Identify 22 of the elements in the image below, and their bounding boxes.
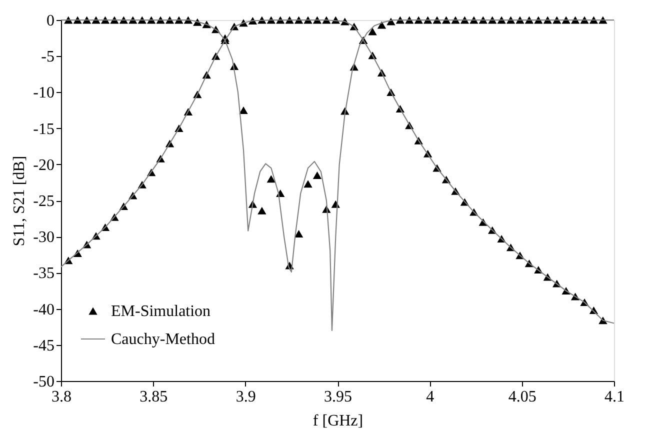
x-tick-label: 4.1 [604,388,624,406]
legend-label: EM-Simulation [111,303,211,320]
legend-label: Cauchy-Method [111,331,215,348]
y-tick-label: -50 [33,374,54,390]
y-axis-title: S11, S21 [dB] [11,156,28,246]
x-tick-label: 3.95 [324,388,352,406]
x-axis-title: f [GHz] [312,412,364,430]
x-tick-label: 3.85 [140,388,168,406]
x-tick-label: 3.9 [236,388,256,406]
x-tick-label: 4 [426,388,434,406]
y-tick-label: -35 [33,265,54,282]
y-tick-label: -40 [33,301,54,318]
y-tick-label: -45 [33,337,54,354]
y-tick-label: -10 [33,84,54,102]
y-tick-label: -30 [33,229,54,246]
y-tick-label: -25 [33,193,54,210]
y-tick-label: -20 [33,156,54,174]
y-tick-label: 0 [46,12,54,30]
y-tick-label: -15 [33,120,54,138]
x-tick-label: 3.8 [52,388,72,406]
x-tick-label: 4.05 [508,388,536,406]
y-tick-label: -5 [41,48,54,66]
